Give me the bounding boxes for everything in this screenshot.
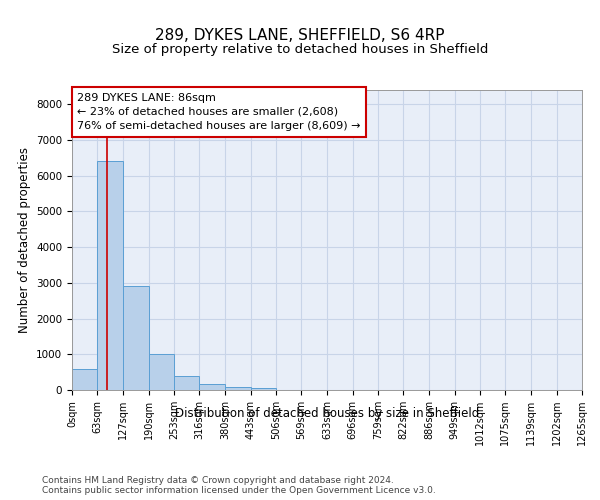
Bar [251,388,276,390]
Bar [149,354,174,390]
Y-axis label: Number of detached properties: Number of detached properties [17,147,31,333]
Bar [174,376,199,390]
Bar [72,368,97,390]
Bar [123,286,149,390]
Text: 289 DYKES LANE: 86sqm
← 23% of detached houses are smaller (2,608)
76% of semi-d: 289 DYKES LANE: 86sqm ← 23% of detached … [77,93,361,131]
Text: Contains HM Land Registry data © Crown copyright and database right 2024.
Contai: Contains HM Land Registry data © Crown c… [42,476,436,495]
Bar [199,384,225,390]
Bar [225,387,251,390]
Text: Size of property relative to detached houses in Sheffield: Size of property relative to detached ho… [112,42,488,56]
Text: Distribution of detached houses by size in Sheffield: Distribution of detached houses by size … [175,408,479,420]
Bar [97,162,123,390]
Text: 289, DYKES LANE, SHEFFIELD, S6 4RP: 289, DYKES LANE, SHEFFIELD, S6 4RP [155,28,445,42]
